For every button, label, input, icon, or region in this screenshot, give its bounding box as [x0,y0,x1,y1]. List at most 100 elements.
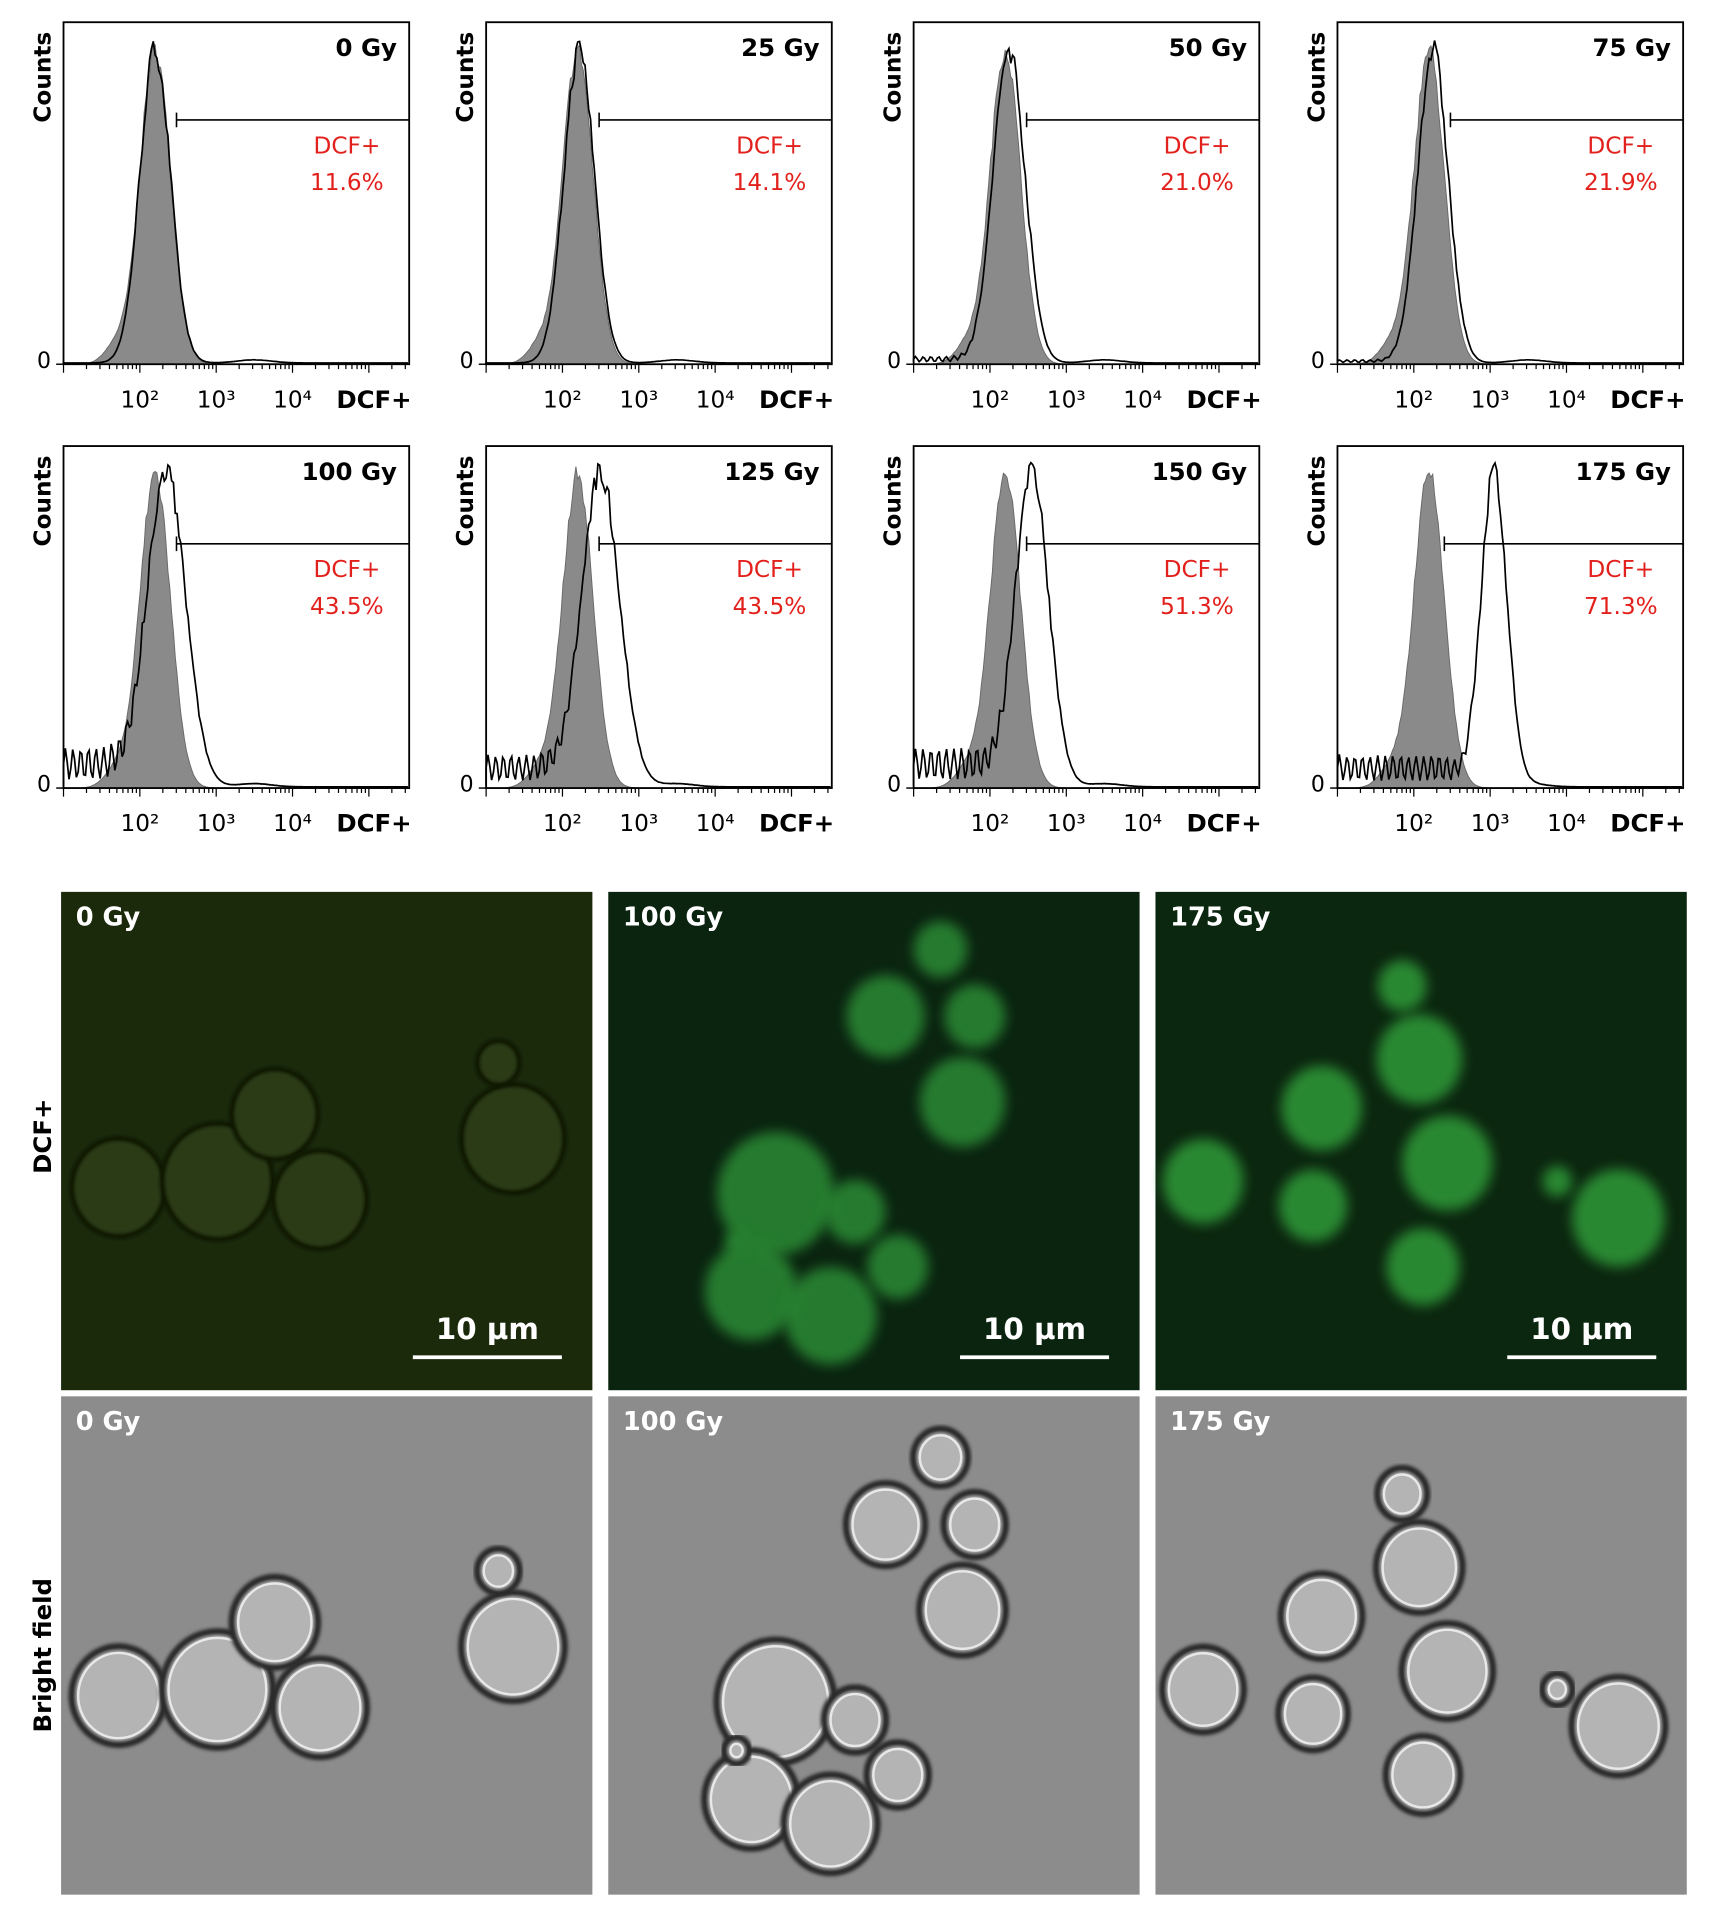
cell-rim [167,1636,268,1743]
x-axis-label: DCF+ [1186,385,1261,414]
cell [842,1479,929,1570]
gate-percent: 43.5% [310,593,384,620]
cell [1277,1570,1366,1663]
cell-rim [829,1692,881,1748]
control-histogram [63,44,410,365]
cell [867,1234,929,1299]
image-dose-label: 100 Gy [623,903,723,933]
y-axis-label: Counts [880,32,907,123]
control-histogram [63,470,410,789]
image-dose-label: 175 Gy [1170,903,1270,933]
cell [1159,1643,1248,1736]
y-axis-label: Counts [880,456,907,547]
cell [1542,1165,1572,1197]
dose-label: 150 Gy [1152,457,1247,486]
cell-rim [851,1488,920,1561]
scale-bar-label: 10 µm [1530,1312,1633,1346]
plot-frame [485,445,833,789]
cell-rim [278,1663,362,1752]
y-axis-label: Counts [452,456,479,547]
control-histogram [486,466,832,789]
y-zero-label: 0 [887,349,901,374]
x-tick-label: 10³ [1471,810,1510,837]
dose-label: 75 Gy [1593,33,1671,62]
cell [229,1066,321,1162]
cell [913,921,968,978]
plot-frame [62,445,411,789]
sample-histogram [1336,460,1682,788]
sample-histogram [912,46,1259,364]
x-tick-label: 10⁴ [696,386,735,413]
x-axis-label: DCF+ [1610,809,1685,838]
cell [1402,1115,1493,1211]
sample-histogram [485,40,831,364]
x-tick-label: 10² [120,386,159,413]
control-histogram [913,49,1260,365]
gate-label: DCF+ [736,556,803,583]
cell [820,1684,890,1756]
cell [160,1121,275,1242]
x-tick-label: 10⁴ [1123,810,1162,837]
x-tick-label: 10² [1394,386,1433,413]
gate-percent: 51.3% [1160,593,1234,620]
cell [1568,1673,1669,1779]
cell-rim [1283,1682,1343,1745]
x-tick-label: 10³ [619,810,658,837]
dose-label: 0 Gy [336,33,398,62]
x-tick-label: 10⁴ [1547,810,1586,837]
dose-label: 125 Gy [724,457,819,486]
cell [916,1561,1009,1659]
plot-frame [62,21,411,366]
cell-rim [1381,1527,1458,1608]
cell-rim [1547,1678,1568,1700]
row-label: Bright field [28,1578,57,1732]
x-tick-label: 10⁴ [1547,386,1586,413]
micrograph [61,1396,593,1895]
y-zero-label: 0 [37,349,51,374]
x-axis-label: DCF+ [336,809,411,838]
cell [846,975,925,1058]
micrograph [1155,1396,1687,1895]
cell [824,1179,886,1244]
gate-label: DCF+ [1587,556,1654,583]
cell [919,1057,1006,1147]
y-zero-label: 0 [1311,773,1325,798]
gate-percent: 71.3% [1584,593,1658,620]
cell [784,1266,877,1365]
cell [940,1488,1009,1561]
gate-label: DCF+ [313,556,380,583]
cell-rim [1576,1682,1660,1770]
cell [1382,1732,1464,1818]
y-axis-label: Counts [452,32,479,123]
control-histogram [1337,472,1684,789]
cell-rim [1167,1652,1239,1727]
cell [1398,1620,1497,1723]
dose-label: 175 Gy [1576,457,1671,486]
x-axis-label: DCF+ [336,385,411,414]
cell [1376,1014,1463,1105]
x-axis-label: DCF+ [1186,809,1261,838]
plot-frame [485,21,833,366]
cell [458,1589,568,1705]
x-tick-label: 10³ [1471,386,1510,413]
x-tick-label: 10² [971,386,1010,413]
cell [271,1148,369,1251]
cell [704,1242,798,1341]
y-zero-label: 0 [37,773,51,798]
dose-label: 25 Gy [741,33,819,62]
x-axis-label: DCF+ [1610,385,1685,414]
sample-histogram [912,461,1259,788]
sample-histogram [1336,40,1682,364]
x-tick-label: 10³ [1047,810,1086,837]
gate-label: DCF+ [736,132,803,159]
x-tick-label: 10⁴ [1123,386,1162,413]
gate-label: DCF+ [1164,132,1231,159]
gate-label: DCF+ [1587,132,1654,159]
cell [1275,1674,1351,1754]
x-tick-label: 10⁴ [696,810,735,837]
plot-frame [912,445,1261,789]
cell [863,1739,932,1811]
control-histogram [913,472,1260,789]
plot-frame [1336,445,1685,789]
x-tick-label: 10² [971,810,1010,837]
